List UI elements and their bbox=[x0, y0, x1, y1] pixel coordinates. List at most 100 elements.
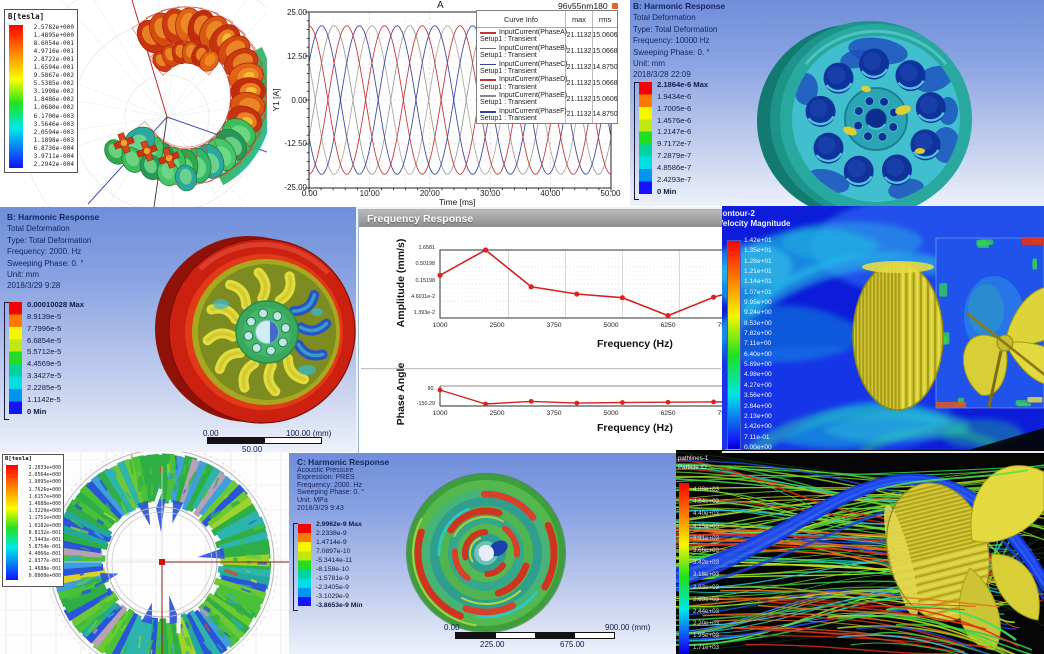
result-header-line: Unit: MPa bbox=[297, 496, 328, 504]
legend-row-label: InputCurrent(PhaseA) Setup1 : Transient bbox=[477, 28, 567, 44]
legend-value: 4.4066e-001 bbox=[28, 551, 61, 558]
legend-value: 8.9139e-5 bbox=[27, 311, 62, 321]
legend-value: 7.11e-01 bbox=[744, 433, 770, 441]
x-tick: 2500 bbox=[489, 410, 505, 417]
torus-colorbar-legend: B[tesla] 2.5782e+000 1.4895e+000 8.6054e-0… bbox=[4, 9, 78, 173]
wheel-3d-view bbox=[757, 21, 972, 206]
legend-value: 6.8736e-004 bbox=[33, 144, 74, 152]
legend-value: 3.3427e-5 bbox=[27, 371, 62, 381]
torus-colorbar-values: 2.5782e+000 1.4895e+000 8.6054e-001 4.9716e… bbox=[25, 24, 74, 169]
window-icon bbox=[612, 3, 618, 9]
legend-value: 3.9711e-004 bbox=[33, 152, 74, 160]
legend-value: 1.7005e-6 bbox=[657, 103, 692, 113]
legend-value: 8.8132e-001 bbox=[28, 529, 61, 536]
y-tick: 0.00 bbox=[291, 95, 307, 105]
deformation-values: 2.1864e-6 Max 1.9434e-6 1.7005e-6 1.4576e-… bbox=[657, 79, 708, 197]
legend-value: -5.3414e-11 bbox=[316, 557, 353, 564]
ruler-bar bbox=[207, 437, 322, 444]
x-axis-title: Time [ms] bbox=[439, 197, 476, 207]
result-header-line: Frequency: 2000. Hz bbox=[7, 247, 82, 257]
x-tick: 0.00 bbox=[301, 189, 318, 198]
legend-header-rms: rms bbox=[592, 11, 617, 27]
deformation-colorbar bbox=[9, 302, 22, 414]
legend-max: 2.1864e-6 Max bbox=[657, 80, 709, 89]
legend-row: InputCurrent(PhaseB) Setup1 : Transient … bbox=[477, 43, 618, 60]
deformation-values: 0.00010028 Max 8.9139e-5 7.7996e-5 6.6854e… bbox=[27, 299, 84, 417]
pressure-values: 2.9962e-9 Max 2.2338e-9 1.4714e-9 7.0897e-… bbox=[316, 520, 362, 610]
curve-name: InputCurrent(PhaseB) bbox=[499, 44, 568, 52]
curve-color-swatch bbox=[480, 95, 496, 97]
legend-row: InputCurrent(PhaseC) Setup1 : Transient … bbox=[477, 59, 618, 76]
legend-value: 7.82e+00 bbox=[744, 330, 772, 338]
legend-value: -1.5781e-9 bbox=[316, 575, 349, 582]
legend-row-label: InputCurrent(PhaseD) Setup1 : Transient bbox=[477, 75, 567, 91]
legend-max: 0.00010028 Max bbox=[27, 300, 85, 309]
legend-value: 6.40e+00 bbox=[744, 350, 772, 358]
curve-name: InputCurrent(PhaseF) bbox=[499, 107, 567, 115]
legend-value: 0.0000e+000 bbox=[28, 572, 61, 579]
legend-min: 0 Min bbox=[657, 186, 677, 196]
legend-value: 4.98e+00 bbox=[744, 371, 772, 379]
panel-acoustic-disk: C: Harmonic Response Acoustic Pressure Exp… bbox=[289, 453, 676, 654]
legend-row-label: InputCurrent(PhaseC) Setup1 : Transient bbox=[477, 60, 567, 76]
panel-maxwell-torus: B[tesla] 2.5782e+000 1.4895e+000 8.6054e-0… bbox=[0, 0, 267, 207]
x-tick: 3750 bbox=[546, 410, 562, 417]
legend-row: InputCurrent(PhaseE) Setup1 : Transient … bbox=[477, 91, 618, 107]
x-tick: 50.00 bbox=[600, 189, 621, 198]
legend-value: 1.4688e-001 bbox=[28, 565, 61, 572]
legend-row-label: InputCurrent(PhaseB) Setup1 : Transient bbox=[477, 44, 568, 60]
result-header-line: Acoustic Pressure bbox=[297, 466, 354, 474]
legend-value: 7.0897e-10 bbox=[316, 548, 351, 555]
curve-setup: Setup1 : Transient bbox=[480, 51, 537, 59]
y-tick-labels: 25.00 12.50 0.00 -12.50 -25.00 bbox=[267, 8, 307, 192]
legend-value: 3.1998e-002 bbox=[33, 88, 74, 96]
ruler-seg-light bbox=[574, 633, 614, 638]
ruler-mid2-label: 675.00 bbox=[560, 640, 585, 649]
result-header: C: Harmonic Response Acoustic Pressure Exp… bbox=[297, 458, 389, 512]
window-title-bar[interactable]: Frequency Response bbox=[359, 210, 722, 227]
y-tick: 0.50198 bbox=[415, 261, 436, 268]
legend-value: 2.84e+00 bbox=[744, 402, 772, 410]
x-tick: 2500 bbox=[489, 322, 505, 329]
contour-title-line: contour-2 bbox=[722, 209, 755, 218]
result-header-line: Sweeping Phase: 0. ° bbox=[7, 258, 84, 268]
curve-color-swatch bbox=[480, 47, 496, 50]
ruler-seg-dark bbox=[535, 633, 575, 638]
amplitude-x-ticks: 1000 2500 3750 5000 6250 7500 bbox=[425, 322, 722, 331]
legend-value: 4.4569e-5 bbox=[27, 359, 62, 369]
legend-bracket bbox=[293, 523, 298, 611]
curve-setup: Setup1 : Transient bbox=[480, 36, 537, 44]
legend-value: 1.95e+03 bbox=[693, 632, 719, 640]
plot-title: A bbox=[437, 0, 444, 11]
phase-x-axis-title: Frequency (Hz) bbox=[597, 422, 673, 434]
legend-value: -8.158e-10 bbox=[316, 566, 349, 573]
result-header-line: B: Harmonic Response bbox=[7, 212, 100, 222]
legend-row: InputCurrent(PhaseF) Setup1 : Transient … bbox=[477, 106, 618, 123]
result-header-line: Frequency: 2000. Hz bbox=[297, 481, 362, 489]
ruler-seg-light bbox=[495, 633, 535, 638]
y-tick: -150.29 bbox=[416, 401, 435, 407]
legend-value: 1.7626e+000 bbox=[28, 486, 61, 493]
legend-value: 5.8754e-001 bbox=[28, 544, 61, 551]
legend-value: 5.5712e-5 bbox=[27, 347, 62, 357]
result-header-line: Frequency: 10000 Hz bbox=[633, 36, 710, 46]
velocity-values: 1.42e+01 1.35e+01 1.28e+01 1.21e+01 1.14e+01… bbox=[744, 236, 772, 452]
legend-value: 7.2879e-7 bbox=[657, 151, 692, 161]
x-tick: 3750 bbox=[546, 322, 562, 329]
ruler-right-label: 100.00 (mm) bbox=[286, 429, 332, 438]
x-tick: 1000 bbox=[432, 410, 448, 417]
legend-value: 6.6854e-5 bbox=[27, 335, 62, 345]
curve-color-swatch bbox=[480, 79, 496, 81]
legend-value: 2.2285e-5 bbox=[27, 382, 62, 392]
legend-header-max: max bbox=[565, 11, 592, 27]
legend-value: 8.6054e-001 bbox=[33, 40, 74, 48]
legend-value: 4.88e+03 bbox=[693, 486, 719, 493]
legend-header-info: Curve Info bbox=[503, 14, 539, 24]
legend-value: 2.2338e-9 bbox=[316, 530, 347, 537]
result-header-line: 2018/3/29 9:28 bbox=[7, 281, 61, 291]
curve-info-legend: Curve Info max rms InputCurrent(PhaseA) … bbox=[476, 10, 618, 124]
x-tick: 20.00 bbox=[419, 189, 440, 198]
result-header-line: 2018/3/28 22:09 bbox=[633, 70, 691, 80]
y-tick: 1.393e-2 bbox=[413, 310, 435, 316]
